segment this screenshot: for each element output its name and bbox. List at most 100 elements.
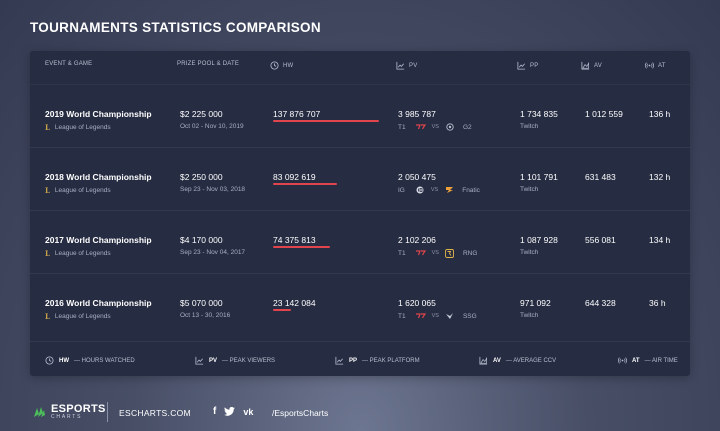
site-link[interactable]: ESCHARTS.COM [119,408,191,418]
team2-name: Fnatic [462,186,480,194]
hours-watched-bar [273,183,337,185]
event-dates: Oct 02 - Nov 10, 2019 [180,123,244,130]
table-header: EVENT & GAME PRIZE POOL & DATE HW PV PP … [30,51,690,83]
table-row[interactable]: 2019 World Championship L League of Legen… [30,84,690,146]
facebook-icon[interactable]: f [213,406,217,417]
hours-watched: 137 876 707 [273,109,321,119]
legend-abbr: HW [59,357,69,364]
prize-pool: $5 070 000 [180,298,223,308]
event-name: 2019 World Championship [45,109,152,119]
table-row[interactable]: 2017 World Championship L League of Legen… [30,210,690,272]
final-match: T1 VS G2 [398,123,472,131]
vs-label: VS [431,124,439,130]
prize-pool: $2 250 000 [180,172,223,182]
legend-item-hw: HW — HOURS WATCHED [45,356,135,365]
air-time: 136 h [649,109,671,119]
column-label: AT [658,62,666,69]
legend-item-at: AT — AIR TIME [618,356,678,365]
legend-text: — AVERAGE CCV [505,357,557,364]
peak-platform-name: Twitch [520,123,539,130]
clock-icon [45,356,54,365]
area-chart-icon [479,356,488,365]
league-of-legends-icon: L [45,123,50,132]
event-name: 2016 World Championship [45,298,152,308]
broadcast-icon [618,357,627,364]
brand-subname: CHARTS [51,414,83,420]
footer-divider [107,402,108,422]
line-chart-icon [335,356,344,365]
prize-pool: $4 170 000 [180,235,223,245]
column-label: EVENT & GAME [45,61,93,67]
area-chart-icon [581,61,590,70]
peak-platform-name: Twitch [520,186,539,193]
league-of-legends-icon: L [45,186,50,195]
team1-name: T1 [398,312,406,320]
hours-watched: 23 142 084 [273,298,316,308]
vk-icon[interactable]: vk [243,406,254,417]
final-match: T1 VS SSG [398,312,477,320]
column-header-at[interactable]: AT [645,61,666,70]
average-viewers: 631 483 [585,172,616,182]
legend-item-av: AV — AVERAGE CCV [479,356,556,365]
team1-name: T1 [398,123,406,131]
line-chart-icon [396,61,405,70]
column-label: PP [530,62,539,69]
vs-label: VS [430,187,439,193]
esports-charts-logo[interactable]: ESPORTS CHARTS [32,404,106,420]
league-of-legends-icon: L [45,312,50,321]
column-label: PV [409,62,418,69]
hours-watched-bar [273,246,330,248]
twitter-icon[interactable] [224,407,236,416]
legend-text: — PEAK PLATFORM [362,357,420,364]
column-header-av[interactable]: AV [581,61,602,70]
brand-wordmark: ESPORTS CHARTS [51,404,106,421]
column-header-prize[interactable]: PRIZE POOL & DATE [177,61,239,67]
column-header-hw[interactable]: HW [270,61,293,70]
legend-abbr: AV [493,357,501,364]
column-label: PRIZE POOL & DATE [177,61,240,67]
game-label: League of Legends [54,313,111,320]
rng-logo-icon [445,248,455,258]
peak-viewers: 3 985 787 [398,109,436,119]
game-label: League of Legends [54,124,111,131]
hours-watched-bar [273,120,379,122]
line-chart-icon [517,61,526,70]
legend-text: — PEAK VIEWERS [222,357,276,364]
legend-abbr: PV [209,357,218,364]
ig-logo-icon [415,186,425,194]
air-time: 134 h [649,235,671,245]
legend-abbr: AT [632,357,640,364]
table-row[interactable]: 2018 World Championship L League of Legen… [30,147,690,209]
event-dates: Sep 23 - Nov 04, 2017 [180,249,246,256]
page-title: TOURNAMENTS STATISTICS COMPARISON [30,20,321,35]
peak-platform-viewers: 1 101 791 [520,172,558,182]
final-match: T1 VS RNG [398,248,478,258]
column-header-pv[interactable]: PV [396,61,417,70]
game-label: League of Legends [54,250,111,257]
team1-name: IG [398,186,405,194]
column-header-pp[interactable]: PP [517,61,538,70]
fnatic-logo-icon [444,186,454,194]
column-header-event[interactable]: EVENT & GAME [45,61,92,67]
legend-text: — HOURS WATCHED [74,357,135,364]
peak-platform-viewers: 1 087 928 [520,235,558,245]
hours-watched: 74 375 813 [273,235,316,245]
game-name: L League of Legends [45,249,111,258]
average-viewers: 1 012 559 [585,109,623,119]
t1-logo-icon [415,123,426,131]
peak-viewers: 2 050 475 [398,172,436,182]
column-label: HW [283,62,294,69]
team2-name: SSG [462,312,477,320]
legend-text: — AIR TIME [644,357,678,364]
hours-watched: 83 092 619 [273,172,316,182]
vs-label: VS [431,313,439,319]
peak-platform-name: Twitch [520,312,539,319]
event-dates: Sep 23 - Nov 03, 2018 [180,186,246,193]
table-row[interactable]: 2016 World Championship L League of Legen… [30,273,690,335]
average-viewers: 644 328 [585,298,616,308]
esports-charts-leaf-icon [34,407,45,417]
team2-name: RNG [462,249,478,257]
team2-name: G2 [462,123,472,131]
final-match: IG VS Fnatic [398,186,480,194]
social-links: f vk [213,406,253,417]
